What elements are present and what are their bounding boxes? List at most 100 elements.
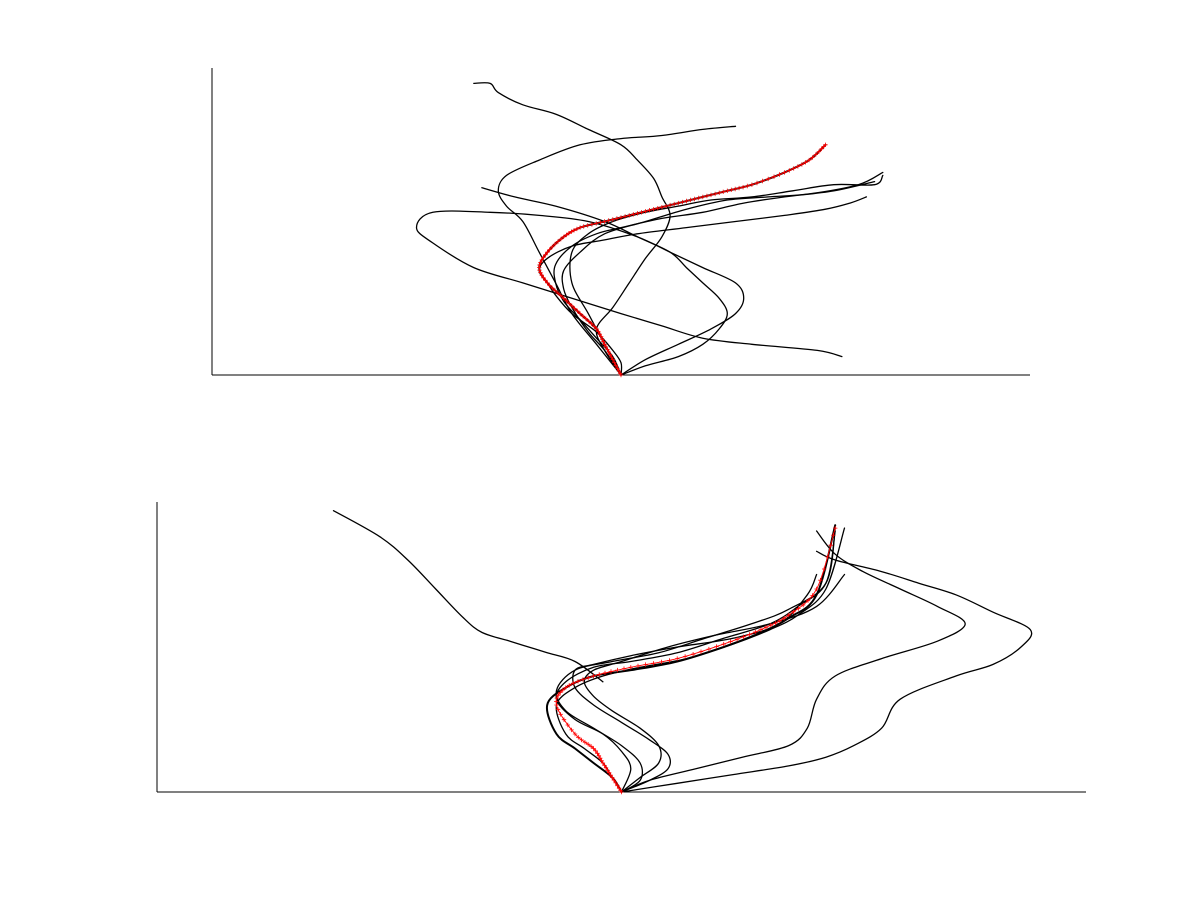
top-reference-marker: [558, 293, 564, 298]
top-reference-marker: [541, 255, 546, 260]
bottom-trajectory-9: [583, 573, 846, 793]
top-reference-marker: [754, 180, 760, 186]
top-reference-marker: [651, 207, 656, 212]
top-reference-marker: [603, 344, 609, 350]
bottom-reference-marker: [714, 644, 719, 649]
bottom-trajectories: [332, 510, 1033, 793]
bottom-reference-marker: [741, 634, 746, 640]
top-reference-marker: [550, 285, 555, 291]
bottom-reference-marker: [659, 659, 664, 665]
top-reference-marker: [700, 194, 705, 200]
bottom-reference-marker: [621, 666, 627, 671]
top-reference-marker: [538, 270, 543, 275]
top-reference-marker: [688, 197, 693, 203]
top-reference-marker: [696, 195, 701, 201]
top-reference-marker: [736, 185, 742, 191]
top-reference-marker: [539, 257, 544, 263]
top-reference-marker: [663, 204, 669, 209]
top-reference-marker: [721, 189, 726, 194]
bottom-reference-marker: [567, 683, 572, 688]
top-reference-marker: [596, 329, 601, 334]
bottom-reference-marker: [698, 649, 704, 654]
bottom-reference-marker: [628, 665, 633, 670]
top-trajectory-2: [569, 174, 884, 376]
top-reference-marker: [635, 211, 640, 216]
bottom-trajectory-3: [555, 530, 836, 793]
top-reference-marker: [550, 244, 555, 250]
top-reference-marker: [569, 229, 574, 234]
top-reference-marker: [538, 260, 543, 265]
top-reference-marker: [610, 217, 615, 222]
top-reference-marker: [708, 192, 714, 198]
top-subplot: [211, 68, 1030, 378]
top-reference-marker: [569, 303, 575, 309]
bottom-reference-marker: [796, 606, 801, 611]
bottom-reference-marker: [651, 661, 656, 666]
bottom-reference-marker: [734, 637, 740, 642]
top-reference-marker: [823, 142, 828, 147]
top-reference-marker: [627, 213, 632, 218]
top-reference-marker: [771, 174, 777, 179]
bottom-trajectory-1: [545, 524, 837, 793]
bottom-reference-marker: [611, 777, 617, 783]
top-reference-marker: [725, 188, 730, 193]
top-reference-marker: [810, 155, 815, 160]
top-reference-marker: [717, 190, 722, 195]
top-reference-marker: [547, 247, 552, 252]
bottom-trajectory-7: [620, 550, 1033, 793]
bottom-reference-marker: [773, 620, 778, 626]
top-trajectories: [415, 82, 884, 376]
top-trajectory-9: [481, 187, 728, 376]
bottom-reference-marker: [635, 663, 641, 669]
top-reference-marker: [561, 296, 566, 301]
top-reference-marker: [704, 193, 710, 199]
top-reference-marker: [745, 183, 750, 189]
top-reference-marker: [577, 225, 583, 230]
top-reference-marker: [712, 191, 718, 197]
bottom-reference-marker: [825, 554, 830, 560]
bottom-reference-marker: [602, 670, 608, 676]
top-reference-marker: [672, 201, 677, 207]
bottom-reference-marker: [758, 627, 764, 632]
top-reference-marker: [541, 275, 546, 280]
bottom-reference-marker: [777, 618, 782, 623]
top-reference-marker: [555, 290, 561, 296]
bottom-reference-marker: [690, 652, 696, 657]
top-reference-marker: [667, 202, 673, 208]
top-reference-marker: [617, 371, 623, 376]
top-reference-marker: [589, 321, 594, 326]
top-reference-marker: [614, 216, 620, 221]
top-reference-marker: [594, 326, 599, 332]
top-reference-marker: [659, 205, 665, 210]
bottom-reference-marker: [801, 602, 806, 608]
bottom-reference-marker: [586, 675, 591, 680]
top-reference-marker: [729, 187, 734, 192]
bottom-reference-marker: [613, 780, 618, 786]
bottom-reference-marker: [682, 654, 688, 659]
bottom-reference-marker: [591, 673, 596, 679]
bottom-trajectory-8: [332, 510, 604, 683]
top-reference-marker: [581, 224, 586, 229]
top-reference-marker: [598, 220, 603, 225]
top-reference-marker: [598, 334, 604, 339]
bottom-reference-marker: [706, 646, 712, 652]
top-reference-marker: [733, 186, 738, 192]
top-reference-line: [538, 144, 826, 376]
bottom-reference-marker: [606, 770, 612, 775]
top-reference-marker: [577, 311, 583, 316]
bottom-reference-marker: [555, 707, 561, 712]
top-reference-marker: [766, 176, 771, 182]
bottom-reference-marker: [831, 532, 836, 538]
top-reference-marker: [816, 149, 822, 154]
top-reference-marker: [567, 301, 572, 306]
bottom-reference-marker: [828, 543, 833, 548]
top-reference-marker: [676, 200, 681, 206]
top-reference-marker: [547, 283, 552, 288]
top-reference-marker: [539, 273, 544, 278]
bottom-reference-marker: [786, 612, 791, 618]
bottom-reference-marker: [565, 722, 570, 728]
bottom-reference-marker: [747, 632, 752, 637]
bottom-reference-marker: [791, 609, 796, 614]
bottom-reference-marker: [782, 616, 787, 621]
bottom-reference-marker: [580, 677, 586, 682]
